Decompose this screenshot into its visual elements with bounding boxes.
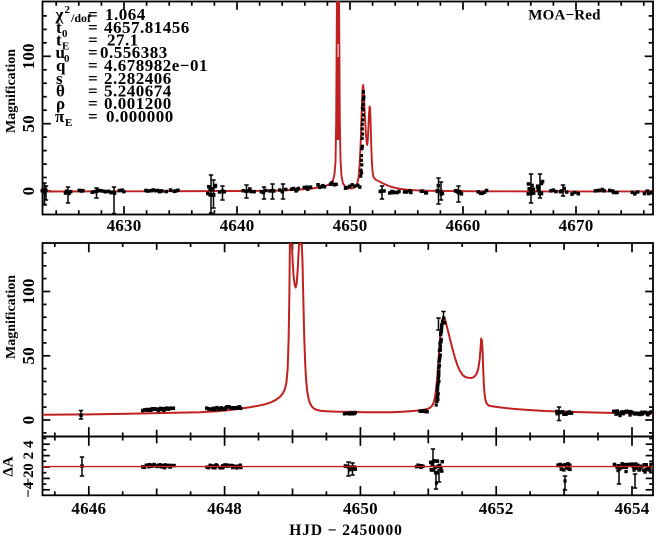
svg-text:100: 100 — [19, 43, 38, 69]
svg-text:t: t — [56, 18, 62, 37]
svg-text:0.556383: 0.556383 — [100, 43, 168, 62]
svg-text:50: 50 — [19, 347, 38, 364]
svg-text:=: = — [88, 82, 98, 101]
svg-text:E: E — [65, 117, 72, 129]
svg-text:2: 2 — [65, 4, 71, 16]
svg-text:−4: −4 — [21, 481, 37, 498]
svg-text:HJD − 2450000: HJD − 2450000 — [289, 522, 403, 539]
svg-text:4648: 4648 — [207, 499, 242, 518]
svg-text:t: t — [56, 31, 62, 50]
svg-text:4.678982e−01: 4.678982e−01 — [104, 56, 208, 75]
svg-text:4650: 4650 — [343, 499, 378, 518]
svg-text:4670: 4670 — [559, 216, 594, 235]
svg-text:5.240674: 5.240674 — [104, 82, 172, 101]
svg-text:0: 0 — [19, 416, 38, 425]
svg-text:/dof: /dof — [70, 11, 92, 25]
svg-text:=: = — [88, 94, 98, 113]
svg-text:4650: 4650 — [333, 216, 368, 235]
svg-text:4630: 4630 — [107, 216, 142, 235]
svg-text:1.064: 1.064 — [105, 5, 146, 24]
svg-text:0: 0 — [62, 28, 68, 40]
svg-text:4660: 4660 — [446, 216, 481, 235]
svg-text:−2: −2 — [21, 470, 37, 486]
svg-text:θ: θ — [56, 82, 65, 101]
svg-text:2: 2 — [21, 452, 37, 460]
svg-text:MOA−Red: MOA−Red — [528, 8, 601, 24]
svg-text:E: E — [62, 41, 69, 53]
svg-text:=: = — [88, 43, 98, 62]
svg-text:2.282406: 2.282406 — [104, 69, 172, 88]
svg-text:Magnification: Magnification — [4, 49, 19, 133]
svg-text:4: 4 — [21, 440, 37, 448]
svg-text:4646: 4646 — [71, 499, 106, 518]
svg-text:=: = — [88, 31, 98, 50]
svg-text:4654: 4654 — [615, 499, 650, 518]
svg-text:27.1: 27.1 — [107, 31, 139, 50]
svg-text:4652: 4652 — [479, 499, 514, 518]
svg-text:χ: χ — [55, 5, 64, 24]
svg-text:π: π — [55, 107, 65, 126]
svg-text:Magnification: Magnification — [4, 275, 19, 359]
svg-text:0: 0 — [64, 53, 70, 65]
svg-text:ρ: ρ — [56, 94, 65, 113]
svg-text:s: s — [56, 69, 63, 88]
svg-text:0.001200: 0.001200 — [104, 94, 172, 113]
svg-text:0: 0 — [21, 463, 37, 471]
svg-text:u: u — [56, 43, 65, 62]
svg-text:4640: 4640 — [220, 216, 255, 235]
svg-text:=: = — [88, 69, 98, 88]
svg-text:=: = — [88, 107, 98, 126]
svg-text:4657.81456: 4657.81456 — [104, 18, 190, 37]
svg-text:50: 50 — [19, 115, 38, 132]
svg-text:ΔA: ΔA — [1, 456, 17, 476]
svg-text:0.000000: 0.000000 — [106, 107, 174, 126]
svg-text:q: q — [56, 56, 66, 75]
svg-text:=: = — [88, 56, 98, 75]
svg-text:0: 0 — [19, 187, 38, 196]
svg-text:100: 100 — [19, 278, 38, 304]
svg-text:=: = — [88, 5, 98, 24]
svg-text:=: = — [88, 18, 98, 37]
